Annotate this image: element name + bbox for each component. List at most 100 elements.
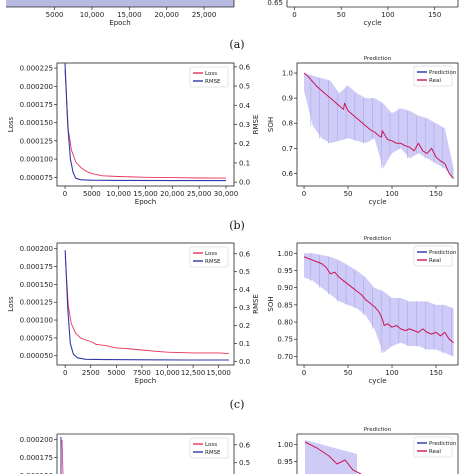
panel-title: Prediction [364, 236, 392, 242]
legend-box [189, 66, 229, 88]
loss-axis-label: Loss [7, 116, 15, 132]
y-tick-label: 0.000225 [20, 65, 53, 73]
y-tick-label: 0.000050 [20, 352, 53, 360]
y-tick-label: 0.000175 [20, 101, 53, 109]
y2-tick-label: 0.0 [239, 358, 250, 366]
x-tick-label: 2500 [82, 369, 100, 377]
plot-frame [296, 242, 459, 366]
panel-a-loss-partial: 5000 10,000 15,000 20,000 25,000 Epoch [6, 0, 235, 27]
rmse-line [64, 62, 226, 182]
panel-title: Prediction [364, 427, 392, 433]
y-tick-label: 0.000150 [20, 119, 53, 127]
rmse-axis-label: RMSE [252, 294, 260, 314]
x-tick-label: 0 [63, 190, 67, 198]
y2-tick-label: 0.6 [239, 250, 251, 258]
rmse-line [64, 250, 229, 361]
rmse-legend-label: RMSE [205, 259, 221, 265]
rmse-axis-label: RMSE [252, 115, 260, 135]
y-tick-label: 0.000100 [20, 156, 53, 164]
loss-legend-label: Loss [205, 71, 217, 77]
x-tick-label: 100 [381, 11, 394, 19]
y2-tick-label: 0.1 [239, 340, 250, 348]
prediction-band [304, 73, 454, 179]
y2-tick-label: 0.1 [239, 159, 250, 167]
y2-tick-label: 0.5 [239, 268, 250, 276]
y2-tick-label: 0.3 [239, 121, 250, 129]
legend-box [189, 437, 229, 459]
legend-box [413, 245, 453, 267]
prediction-legend-label: Prediction [429, 441, 457, 447]
loss-legend-label: Loss [205, 442, 217, 448]
y2-tick-label: 0.6 [239, 63, 251, 71]
y2-tick-label: 0.5 [239, 459, 250, 467]
real-soh-line [303, 72, 454, 179]
y2-tick-label: 0.0 [239, 179, 250, 187]
x-tick-label: 50 [344, 369, 353, 377]
prediction-legend-label: Prediction [429, 70, 457, 76]
rmse-legend-label: RMSE [205, 450, 221, 456]
x-axis-label: cycle [363, 19, 381, 27]
x-tick-label: 20,000 [160, 190, 185, 198]
y-tick-label: 0.000125 [20, 299, 53, 307]
x-tick-label: 50 [344, 190, 353, 198]
y-tick-label: 0.65 [267, 0, 283, 7]
real-legend-label: Real [429, 449, 441, 455]
legend-box [413, 65, 453, 87]
real-legend-label: Real [429, 78, 441, 84]
y2-tick-label: 0.6 [239, 441, 251, 449]
loss-line [64, 255, 229, 355]
x-tick-label: 30,000 [214, 190, 239, 198]
y2-tick-label: 0.4 [239, 286, 251, 294]
loss-line [61, 439, 64, 474]
y-tick-label: 0.7 [282, 145, 293, 153]
soh-axis-label: SOH [267, 296, 275, 311]
x-tick-label: 25,000 [187, 190, 212, 198]
y-tick-label: 0.70 [277, 353, 293, 361]
panel-c-loss: 0.000200 0.000175 0.000150 0.000125 0.000100… [7, 242, 260, 385]
y-tick-label: 0.8 [282, 120, 293, 128]
y2-tick-label: 0.2 [239, 322, 250, 330]
x-tick-label: 150 [429, 190, 442, 198]
y-tick-label: 0.6 [282, 170, 294, 178]
y-tick-label: 0.80 [277, 319, 293, 327]
x-tick-label: 10,000 [80, 11, 105, 19]
y-tick-label: 0.75 [277, 336, 293, 344]
x-tick-label: 15,000 [206, 369, 231, 377]
loss-axis-label: Loss [7, 296, 15, 312]
caption-c: (c) [230, 398, 245, 411]
y-tick-label: 0.90 [277, 284, 293, 292]
y-tick-label: 1.00 [277, 250, 293, 258]
x-tick-label: 25,000 [192, 11, 217, 19]
caption-a: (a) [229, 38, 244, 51]
y-tick-label: 0.000175 [20, 263, 53, 271]
real-soh-line [303, 256, 454, 344]
x-axis-label: Epoch [135, 198, 156, 206]
prediction-band [304, 253, 454, 357]
loss-legend-label: Loss [205, 251, 217, 257]
x-tick-label: 12,500 [181, 369, 206, 377]
y2-tick-label: 0.3 [239, 304, 250, 312]
legend-box [189, 246, 229, 268]
x-tick-label: 50 [337, 11, 346, 19]
x-tick-label: 5000 [83, 190, 101, 198]
y-tick-label: 0.000200 [20, 83, 53, 91]
legend-box [413, 436, 453, 458]
y-tick-label: 0.95 [277, 458, 293, 466]
plot-frame [56, 242, 235, 366]
x-tick-label: 15,000 [133, 190, 158, 198]
y-tick-label: 0.000150 [20, 281, 53, 289]
x-tick-label: 10,000 [106, 190, 131, 198]
x-tick-label: 0 [302, 190, 306, 198]
x-tick-label: 0 [302, 369, 306, 377]
x-tick-label: 5000 [46, 11, 64, 19]
x-tick-label: 20,000 [154, 11, 179, 19]
y-tick-label: 1.0 [282, 70, 293, 78]
x-tick-label: 0 [292, 11, 296, 19]
y-tick-label: 0.000175 [20, 454, 53, 462]
real-legend-label: Real [429, 258, 441, 264]
y-tick-label: 0.95 [277, 267, 293, 275]
x-tick-label: 150 [428, 11, 441, 19]
y-tick-label: 0.000150 [20, 472, 53, 474]
rmse-legend-label: RMSE [205, 79, 221, 85]
y-tick-label: 1.00 [277, 441, 293, 449]
